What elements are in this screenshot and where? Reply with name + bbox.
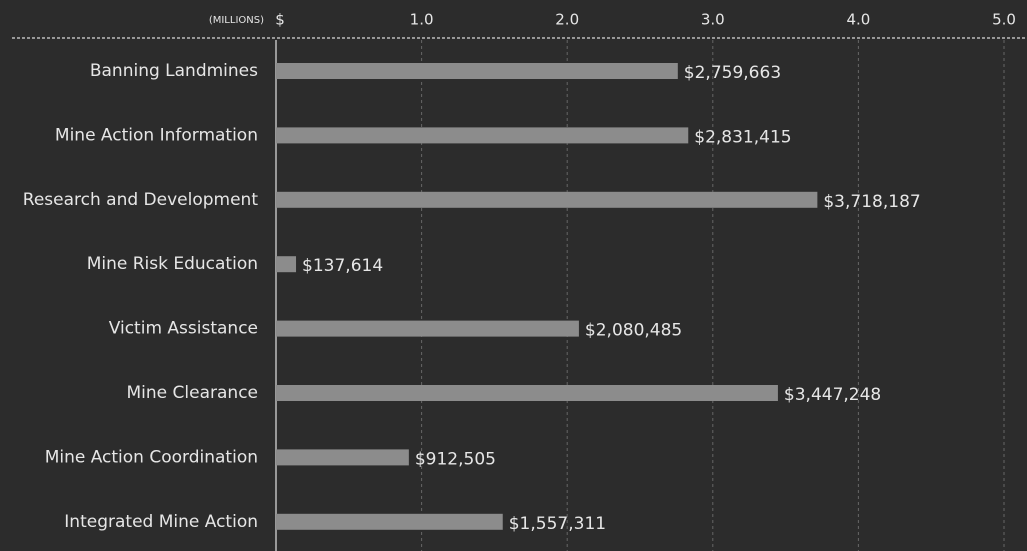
category-label: Research and Development	[23, 190, 259, 210]
category-label: Banning Landmines	[90, 61, 258, 81]
bar	[276, 191, 818, 208]
x-tick-label: 2.0	[555, 11, 579, 29]
x-tick-label: 3.0	[701, 11, 725, 29]
x-tick-label: 1.0	[410, 11, 434, 29]
value-label: $3,447,248	[784, 385, 881, 405]
bar	[276, 63, 678, 79]
value-label: $2,080,485	[585, 321, 682, 341]
bar	[276, 127, 689, 144]
category-label: Mine Risk Education	[87, 254, 258, 274]
category-label: Integrated Mine Action	[64, 512, 258, 532]
value-label: $137,614	[302, 256, 383, 276]
value-label: $2,759,663	[684, 63, 781, 83]
category-label: Mine Action Coordination	[45, 447, 258, 467]
value-label: $3,718,187	[823, 192, 920, 212]
bar	[276, 385, 778, 401]
category-label: Victim Assistance	[109, 319, 258, 339]
x-axis-label: (MILLIONS)	[209, 15, 264, 26]
bar	[276, 256, 297, 273]
bar	[276, 513, 503, 530]
bar	[276, 320, 579, 337]
value-label: $1,557,311	[509, 514, 606, 534]
x-tick-label: 4.0	[846, 11, 870, 29]
value-label: $912,505	[415, 449, 496, 469]
bar	[276, 449, 409, 466]
x-tick-label: $	[275, 11, 285, 29]
value-label: $2,831,415	[694, 127, 791, 147]
category-label: Mine Clearance	[127, 383, 258, 403]
category-label: Mine Action Information	[55, 125, 258, 145]
x-tick-label: 5.0	[992, 11, 1016, 29]
